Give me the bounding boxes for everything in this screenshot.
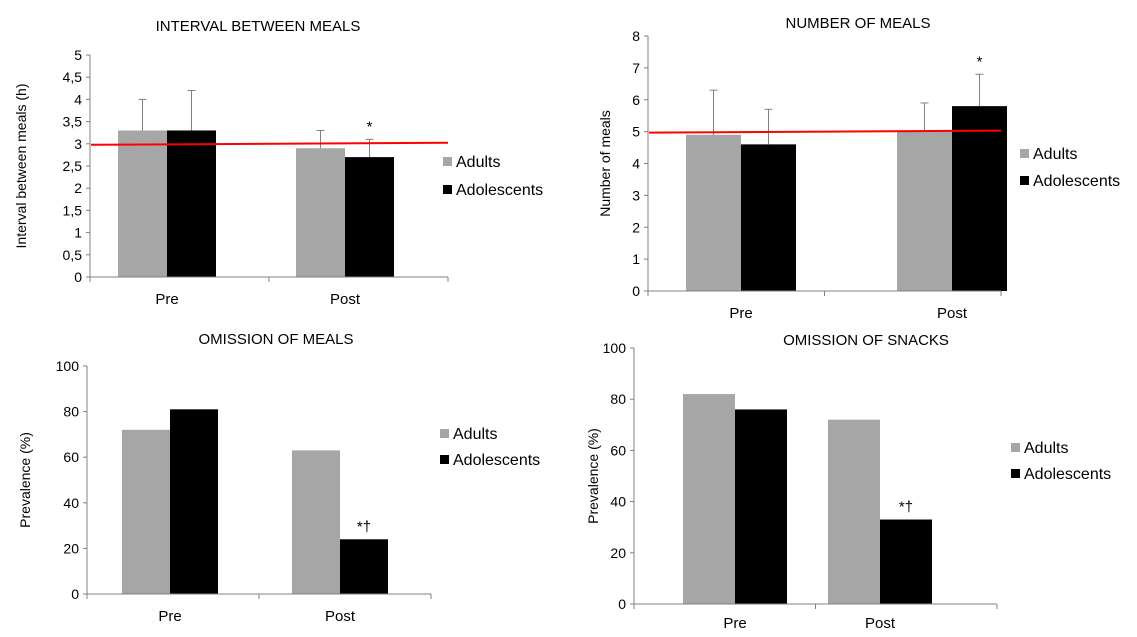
omission-snacks-legend-label-adults: Adults bbox=[1024, 440, 1068, 457]
omission-meals-ytick-label: 80 bbox=[63, 404, 79, 420]
omission-snacks-bar-adolescents-pre bbox=[735, 409, 787, 604]
omission-snacks-ylabel: Prevalence (%) bbox=[585, 428, 601, 524]
number-category-label: Pre bbox=[729, 305, 752, 322]
interval-bar-adolescents-pre bbox=[167, 130, 216, 277]
interval-ytick-label: 2,5 bbox=[63, 158, 83, 174]
number-legend-swatch-adults bbox=[1020, 149, 1029, 158]
number-ytick-label: 8 bbox=[632, 28, 640, 44]
interval-ytick-label: 3 bbox=[74, 136, 82, 152]
number-ytick-label: 3 bbox=[632, 187, 640, 203]
interval-legend-swatch-adults bbox=[443, 157, 452, 166]
omission-meals-ytick-label: 0 bbox=[71, 586, 79, 602]
interval-ytick-label: 1 bbox=[74, 225, 82, 241]
omission-meals-bar-adolescents-post bbox=[340, 539, 388, 594]
number-ytick-label: 1 bbox=[632, 251, 640, 267]
omission-meals-title: OMISSION OF MEALS bbox=[198, 331, 353, 348]
interval-ytick-label: 0,5 bbox=[63, 247, 83, 263]
omission-snacks-ytick-label: 20 bbox=[610, 545, 626, 561]
omission-snacks-category-label: Post bbox=[865, 615, 896, 632]
interval-bar-adults-pre bbox=[118, 130, 167, 277]
number-bar-adults-post bbox=[897, 131, 952, 291]
omission-meals-category-label: Pre bbox=[158, 608, 181, 625]
number-legend-swatch-adolescents bbox=[1020, 176, 1029, 185]
number-ytick-label: 0 bbox=[632, 283, 640, 299]
omission-snacks-legend-label-adolescents: Adolescents bbox=[1024, 466, 1111, 483]
omission-snacks-category-label: Pre bbox=[723, 615, 746, 632]
interval-ytick-label: 2 bbox=[74, 180, 82, 196]
interval-bar-adolescents-post bbox=[345, 157, 394, 277]
omission-meals-bar-adults-post bbox=[292, 450, 340, 594]
number-legend-label-adults: Adults bbox=[1033, 146, 1077, 163]
interval-ytick-label: 5 bbox=[74, 47, 82, 63]
omission-snacks-legend-swatch-adolescents bbox=[1011, 469, 1020, 478]
number-legend-label-adolescents: Adolescents bbox=[1033, 173, 1120, 190]
omission-snacks-bar-adults-pre bbox=[683, 394, 735, 604]
number-bar-adolescents-pre bbox=[741, 144, 796, 291]
omission-meals-legend-swatch-adults bbox=[440, 429, 449, 438]
interval-ytick-label: 4,5 bbox=[63, 69, 83, 85]
number-ytick-label: 7 bbox=[632, 60, 640, 76]
omission-snacks-bar-adolescents-post bbox=[880, 519, 932, 604]
omission-snacks-bar-adults-post bbox=[828, 419, 880, 604]
omission-meals-ytick-label: 20 bbox=[63, 540, 79, 556]
omission-meals-ytick-label: 40 bbox=[63, 495, 79, 511]
omission-snacks-title: OMISSION OF SNACKS bbox=[783, 332, 949, 349]
number-significance-annotation: * bbox=[977, 53, 983, 70]
interval-bar-adults-post bbox=[296, 148, 345, 277]
omission-meals-legend-label-adults: Adults bbox=[453, 426, 497, 443]
interval-significance-annotation: * bbox=[367, 118, 373, 135]
number-ytick-label: 6 bbox=[632, 92, 640, 108]
omission-snacks-legend-swatch-adults bbox=[1011, 443, 1020, 452]
interval-legend-label-adults: Adults bbox=[456, 154, 500, 171]
interval-ylabel: Interval between meals (h) bbox=[13, 84, 29, 249]
interval-category-label: Pre bbox=[155, 291, 178, 308]
omission-snacks-ytick-label: 60 bbox=[610, 442, 626, 458]
number-reference-line bbox=[648, 129, 1002, 134]
omission-meals-ytick-label: 60 bbox=[63, 449, 79, 465]
omission-snacks-significance-annotation: *† bbox=[899, 499, 913, 516]
interval-legend-label-adolescents: Adolescents bbox=[456, 182, 543, 199]
number-ytick-label: 2 bbox=[632, 219, 640, 235]
number-category-label: Post bbox=[937, 305, 968, 322]
interval-ytick-label: 1,5 bbox=[63, 202, 83, 218]
omission-meals-significance-annotation: *† bbox=[357, 518, 371, 535]
number-ytick-label: 5 bbox=[632, 124, 640, 140]
omission-meals-legend-label-adolescents: Adolescents bbox=[453, 452, 540, 469]
omission-snacks-ytick-label: 40 bbox=[610, 494, 626, 510]
number-bar-adolescents-post bbox=[952, 106, 1007, 291]
omission-snacks-ytick-label: 100 bbox=[603, 340, 627, 356]
interval-title: INTERVAL BETWEEN MEALS bbox=[156, 18, 361, 35]
interval-ytick-label: 0 bbox=[74, 269, 82, 285]
omission-meals-ytick-label: 100 bbox=[56, 358, 80, 374]
number-ylabel: Number of meals bbox=[597, 110, 613, 217]
omission-snacks-ytick-label: 80 bbox=[610, 391, 626, 407]
interval-category-label: Post bbox=[330, 291, 361, 308]
omission-snacks-ytick-label: 0 bbox=[618, 596, 626, 612]
interval-ytick-label: 4 bbox=[74, 91, 82, 107]
interval-reference-line bbox=[90, 141, 449, 146]
interval-ytick-label: 3,5 bbox=[63, 114, 83, 130]
omission-meals-ylabel: Prevalence (%) bbox=[17, 432, 33, 528]
number-ytick-label: 4 bbox=[632, 156, 640, 172]
omission-meals-bar-adults-pre bbox=[122, 429, 170, 594]
interval-legend-swatch-adolescents bbox=[443, 185, 452, 194]
omission-meals-category-label: Post bbox=[325, 608, 356, 625]
omission-meals-legend-swatch-adolescents bbox=[440, 455, 449, 464]
omission-meals-bar-adolescents-pre bbox=[170, 409, 218, 594]
number-bar-adults-pre bbox=[686, 134, 741, 291]
number-title: NUMBER OF MEALS bbox=[785, 15, 930, 32]
